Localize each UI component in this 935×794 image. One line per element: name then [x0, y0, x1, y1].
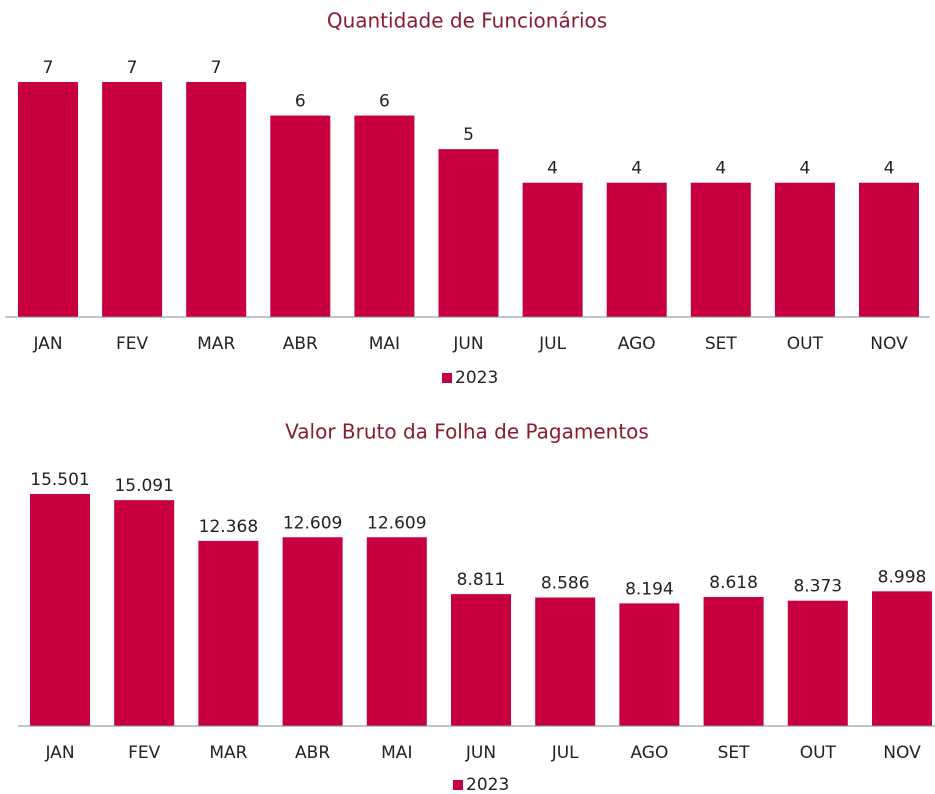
bar [438, 149, 499, 317]
bar [366, 537, 427, 726]
value-label: 6 [295, 92, 306, 112]
value-label: 7 [43, 58, 54, 78]
x-tick-label: JUN [465, 743, 496, 763]
value-label: 8.618 [709, 573, 758, 593]
value-label: 8.811 [457, 570, 506, 590]
x-tick-label: OUT [787, 334, 824, 354]
chart-title: Quantidade de Funcionários [327, 9, 607, 33]
bar [30, 494, 90, 726]
x-tick-label: FEV [128, 743, 161, 763]
x-tick-label: OUT [800, 743, 837, 763]
bar [282, 537, 343, 726]
bar [619, 603, 680, 726]
bar [774, 182, 835, 317]
bar [522, 182, 583, 317]
x-tick-label: AGO [618, 334, 656, 354]
bar [690, 182, 751, 317]
value-label: 12.609 [367, 513, 426, 533]
bar [859, 182, 919, 317]
x-tick-label: JUL [551, 743, 579, 763]
value-label: 4 [884, 159, 895, 179]
value-label: 15.501 [30, 470, 89, 490]
value-label: 4 [631, 159, 642, 179]
x-tick-label: JAN [44, 743, 74, 763]
legend-swatch [453, 780, 463, 790]
value-label: 7 [127, 58, 138, 78]
bar [186, 82, 247, 317]
value-label: 5 [463, 125, 474, 145]
value-label: 12.609 [283, 513, 342, 533]
bar [270, 115, 331, 317]
x-tick-label: MAR [197, 334, 235, 354]
legend-label: 2023 [455, 368, 498, 388]
value-label: 4 [547, 159, 558, 179]
value-label: 8.998 [878, 567, 927, 587]
bar [451, 594, 511, 726]
bar [18, 82, 78, 317]
x-tick-label: JUN [452, 334, 483, 354]
x-tick-label: FEV [116, 334, 149, 354]
bar [198, 540, 259, 726]
bar [535, 597, 596, 726]
chart-title: Valor Bruto da Folha de Pagamentos [285, 420, 649, 444]
bar [606, 182, 667, 317]
x-tick-label: MAI [381, 743, 412, 763]
x-tick-label: NOV [883, 743, 921, 763]
value-label: 12.368 [199, 517, 258, 537]
bar [354, 115, 415, 317]
bar [787, 600, 848, 726]
x-tick-label: JAN [32, 334, 62, 354]
value-label: 8.194 [625, 579, 674, 599]
bar [703, 597, 764, 726]
value-label: 4 [799, 159, 810, 179]
x-tick-label: ABR [283, 334, 318, 354]
legend-swatch [442, 373, 452, 383]
x-tick-label: AGO [630, 743, 668, 763]
value-label: 4 [715, 159, 726, 179]
x-tick-label: SET [718, 743, 751, 763]
value-label: 6 [379, 92, 390, 112]
bar [114, 500, 175, 726]
bar [102, 82, 163, 317]
x-tick-label: MAR [209, 743, 247, 763]
x-tick-label: NOV [870, 334, 908, 354]
value-label: 8.586 [541, 573, 590, 593]
value-label: 7 [211, 58, 222, 78]
value-label: 15.091 [114, 476, 173, 496]
x-tick-label: MAI [369, 334, 400, 354]
legend-label: 2023 [466, 775, 509, 794]
x-tick-label: JUL [538, 334, 566, 354]
x-tick-label: ABR [295, 743, 330, 763]
x-tick-label: SET [705, 334, 738, 354]
bar [872, 591, 932, 726]
value-label: 8.373 [793, 577, 842, 597]
